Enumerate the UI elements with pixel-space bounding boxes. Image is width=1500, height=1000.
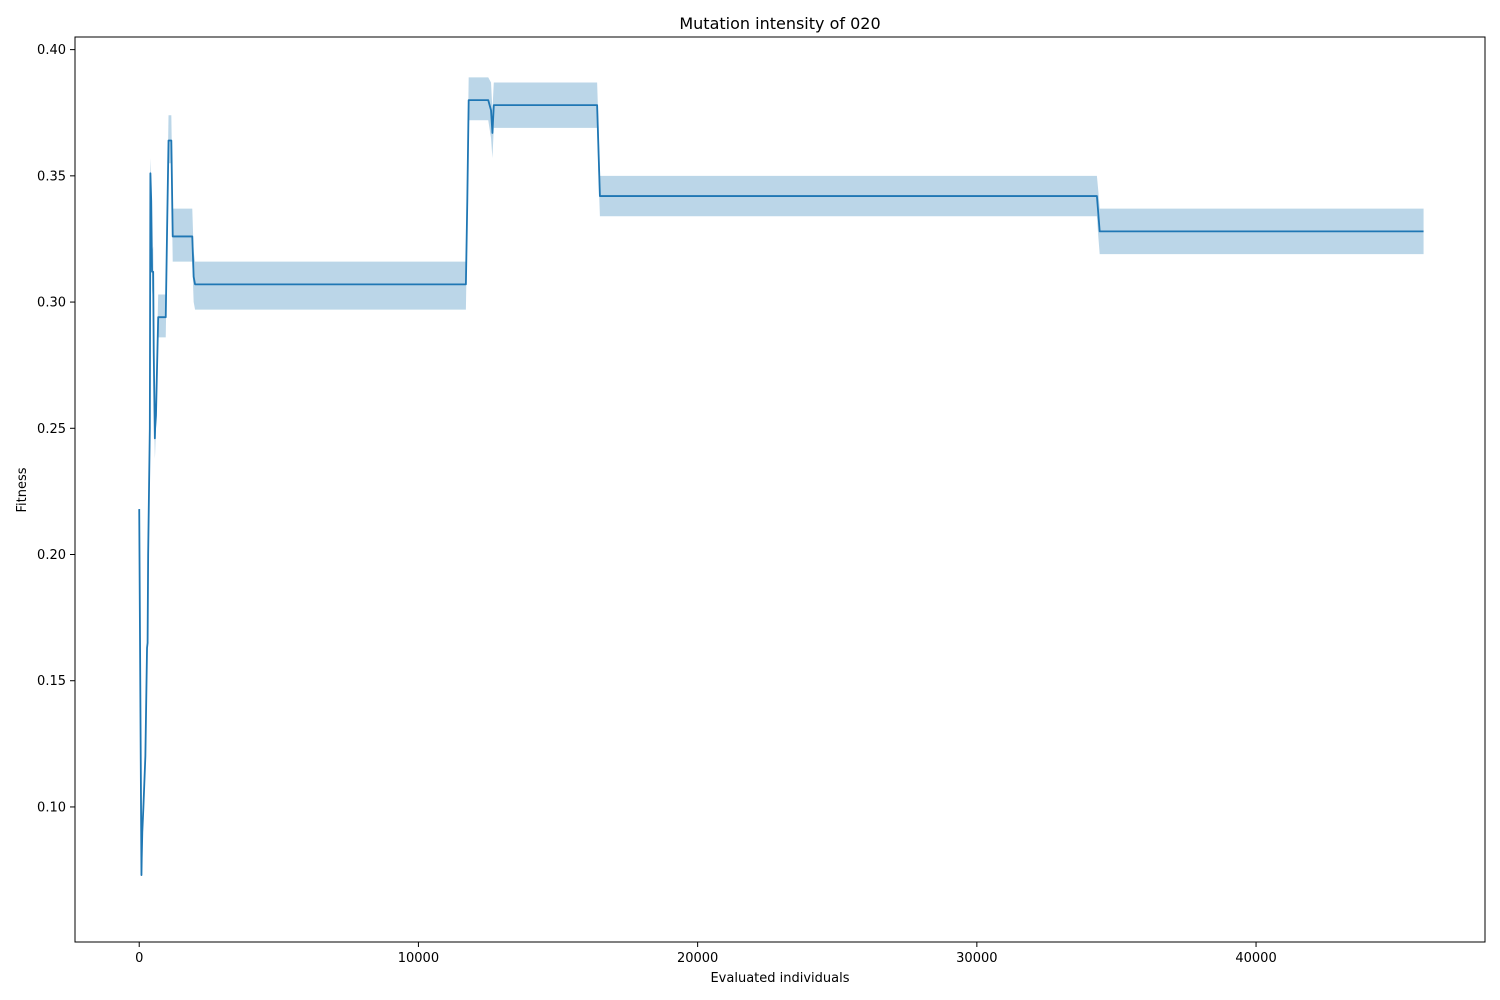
plot-frame: [74, 36, 1486, 943]
x-tick-label: 40000: [1235, 951, 1276, 966]
chart-title: Mutation intensity of 020: [679, 14, 880, 33]
x-tick-label: 30000: [956, 951, 997, 966]
y-tick-label: 0.35: [37, 169, 66, 184]
y-tick-label: 0.20: [37, 548, 66, 563]
y-tick-label: 0.30: [37, 296, 66, 311]
y-tick-label: 0.25: [37, 422, 66, 437]
x-tick-label: 20000: [677, 951, 718, 966]
series-line-0: [138, 99, 1424, 876]
x-axis: 0 10000 20000 30000 40000: [135, 942, 1277, 966]
confidence-band-0: [139, 77, 1424, 876]
x-tick-label: 0: [135, 951, 143, 966]
x-tick-label: 10000: [398, 951, 439, 966]
x-axis-label: Evaluated individuals: [710, 971, 849, 986]
y-axis: 0.10 0.15 0.20 0.25 0.30 0.35 0.40: [37, 43, 75, 815]
y-tick-label: 0.15: [37, 674, 66, 689]
y-tick-label: 0.40: [37, 43, 66, 58]
plot-area: [138, 77, 1424, 876]
y-tick-label: 0.10: [37, 800, 66, 815]
y-axis-label: Fitness: [15, 467, 30, 512]
